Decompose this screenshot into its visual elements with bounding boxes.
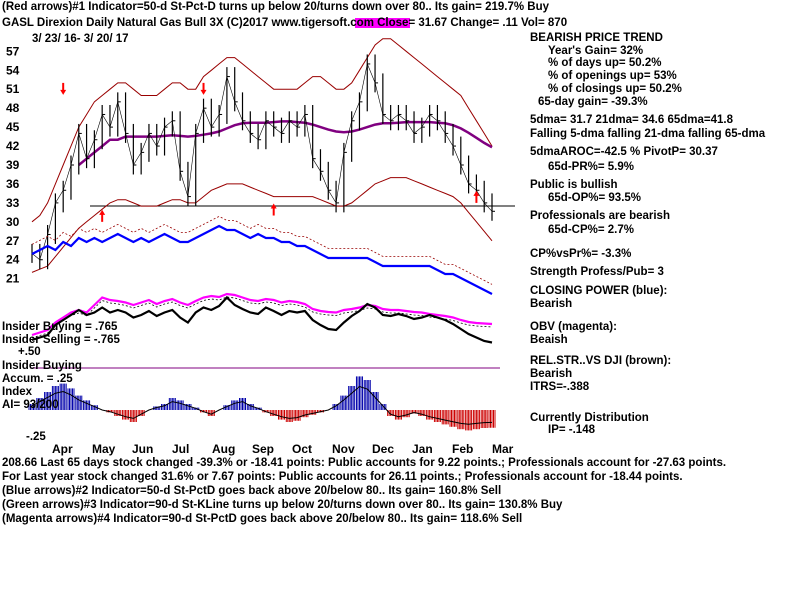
footer-line-4: (Green arrows)#3 Indicator=90-d St-KLine… [2,499,563,511]
insider-buying-text: Insider Buying [2,321,82,333]
op-65: 65d-OP%= 93.5% [548,192,642,204]
accum-text: Accum. [2,373,44,385]
y-tick-label: 57 [6,44,20,58]
x-tick-label: Nov [332,442,355,456]
aroc-pivot: 5dmaAROC=-42.5 % PivotP= 30.37 [530,146,718,158]
y-tick-label: 33 [6,196,20,210]
x-tick-label: May [92,442,116,456]
insider-selling-label: Insider Selling = -.765 [2,334,120,347]
footer-line-2: For Last year stock changed 31.6% or 7.6… [2,471,683,483]
closing-power-ma-line [31,215,493,285]
rel-strength-label: REL.STR..VS DJI (brown): [530,355,672,367]
y-tick-label: 39 [6,158,20,172]
public-status: Public is bullish [530,179,618,191]
x-tick-label: Jun [132,442,153,456]
x-tick-label: Feb [452,442,473,456]
closing-power-line [31,224,493,295]
openings-up: % of openings up= 53% [548,70,677,82]
ip-value: IP= -.148 [548,424,595,436]
accum-ma-line [31,385,493,425]
rel-strength-value: Bearish [530,368,573,380]
insider-selling-text: Insider Selling [2,334,81,346]
y-tick-label: 27 [6,234,20,248]
red-arrowhead [473,190,480,196]
gain-65: 65-day gain= -39.3% [538,96,648,108]
obv-line [31,292,493,337]
insider-buying-value: = .765 [85,321,118,333]
years-gain: Year's Gain= 32% [548,45,644,57]
accum-value: = .25 [46,373,73,385]
ai-value: AI= 93/200 [2,399,59,411]
itrs-value: ITRS=-.388 [530,381,590,393]
insider-buying-label-2: Insider Buying [2,360,82,372]
rel-strength-line [31,295,493,344]
pr-65: 65d-PR%= 5.9% [548,161,634,173]
x-tick-label: Jan [412,442,433,456]
minus-25-label: -.25 [26,431,46,443]
header-line-2: GASL Direxion Daily Natural Gas Bull 3X … [2,17,568,29]
professionals-status: Professionals are bearish [530,210,670,222]
footer-line-5: (Magenta arrows)#4 Indicator=90-d St-Pct… [2,513,523,525]
date-range: 3/ 23/ 16- 3/ 20/ 17 [32,33,129,45]
cp-vs-pr: CP%vsPr%= -3.3% [530,248,632,260]
insider-selling-value: = -.765 [83,334,120,346]
magenta-marker [355,18,410,28]
y-tick-label: 36 [6,177,20,191]
y-tick-label: 45 [6,120,20,134]
upper-band-line [31,38,493,223]
strength-ratio: Strength Profess/Pub= 3 [530,266,664,278]
red-arrowhead [200,89,207,95]
y-tick-label: 30 [6,215,20,229]
insider-buying-label: Insider Buying = .765 [2,321,117,334]
x-tick-label: Aug [212,442,235,456]
footer-line-1: 208.66 Last 65 days stock changed -39.3%… [2,457,727,469]
y-tick-label: 42 [6,139,20,153]
x-tick-label: Jul [172,442,189,456]
y-tick-label: 54 [6,63,20,77]
x-tick-label: Apr [52,442,73,456]
obv-label: OBV (magenta): [530,321,617,333]
red-arrowhead [99,209,106,215]
x-tick-label: Sep [252,442,274,456]
x-tick-label: Dec [372,442,394,456]
lower-band-line [31,177,493,273]
closing-power-value: Bearish [530,298,573,310]
price-line [31,62,493,261]
days-up: % of days up= 50.2% [548,57,662,69]
accum-label: Accum. = .25 [2,373,73,386]
obv-ma-line [31,296,493,339]
red-arrowhead [60,89,67,95]
index-label: Index [2,386,33,398]
red-arrowhead [270,203,277,209]
closings-up: % of closings up= 50.2% [548,83,682,95]
closing-power-label: CLOSING POWER (blue): [530,285,668,297]
y-tick-label: 51 [6,82,20,96]
distribution-label: Currently Distribution [530,412,649,424]
x-tick-label: Oct [292,442,312,456]
plus-50-label: +.50 [18,346,41,358]
y-tick-label: 24 [6,253,20,267]
y-tick-label: 21 [6,272,20,286]
x-tick-label: Mar [492,442,514,456]
trend-title: BEARISH PRICE TREND [530,32,663,44]
falling-dma: Falling 5-dma falling 21-dma falling 65-… [530,128,766,140]
footer-line-3: (Blue arrows)#2 Indicator=50-d St-PctD g… [2,485,502,497]
obv-value: Beaish [530,334,568,346]
dma-values: 5dma= 31.7 21dma= 34.6 65dma=41.8 [530,114,733,126]
header-line-1: (Red arrows)#1 Indicator=50-d St-Pct-D t… [2,1,550,13]
y-tick-label: 48 [6,101,20,115]
cp-65: 65d-CP%= 2.7% [548,224,634,236]
